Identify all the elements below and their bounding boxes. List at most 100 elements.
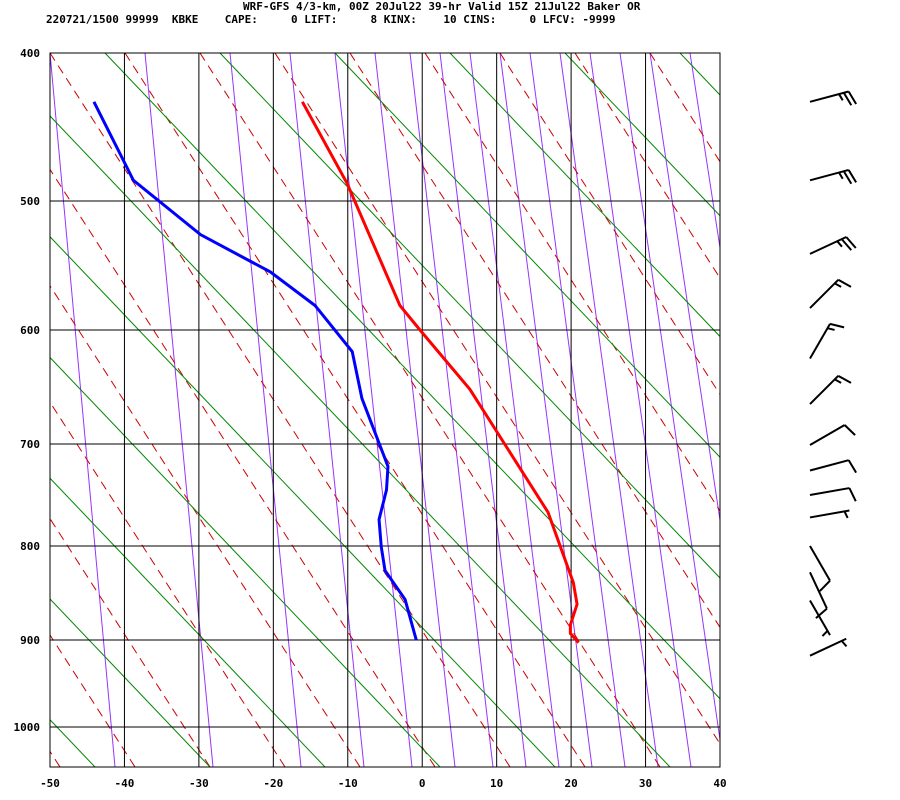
- barb-flag: [848, 487, 857, 502]
- barb-flag: [819, 579, 831, 592]
- wind-barb: [809, 278, 852, 309]
- mixing-ratio-line: [229, 53, 302, 767]
- mixing-ratio-line: [334, 53, 413, 767]
- barb-flag: [840, 238, 853, 251]
- barb-flag: [837, 374, 852, 384]
- barb-half: [836, 240, 843, 248]
- barb-half: [827, 327, 835, 331]
- moist-line: [50, 356, 441, 767]
- barb-flag: [847, 169, 857, 183]
- dry-adiabat-line: [50, 168, 436, 767]
- barb-flag: [847, 90, 857, 105]
- barb-shaft: [809, 236, 847, 255]
- x-tick-label: 10: [490, 777, 503, 790]
- x-tick-label: 40: [713, 777, 726, 790]
- dry-adiabat-line: [50, 284, 361, 767]
- y-tick-label: 500: [20, 195, 40, 208]
- barb-flag: [843, 424, 856, 436]
- barb-flag: [845, 236, 857, 249]
- barb-shaft: [809, 424, 846, 446]
- wind-barb: [809, 374, 852, 405]
- mixing-ratio-line: [559, 53, 659, 767]
- wind-barb: [809, 545, 831, 592]
- wind-barb: [809, 322, 845, 359]
- moist-line: [219, 53, 720, 579]
- mixing-ratio-line: [529, 53, 626, 767]
- moist-line: [449, 53, 720, 338]
- barb-flag: [829, 322, 845, 329]
- dry-adiabat-line: [274, 53, 720, 745]
- barb-shaft: [809, 279, 839, 309]
- plot-border: [49, 52, 721, 768]
- dewpoint-profile-line: [92, 101, 418, 641]
- barb-half: [840, 640, 848, 648]
- x-tick-label: -30: [189, 777, 209, 790]
- wind-barb: [809, 90, 857, 106]
- x-tick-label: 30: [639, 777, 652, 790]
- dry-adiabat-line: [50, 634, 136, 767]
- x-tick-label: -40: [115, 777, 135, 790]
- mixing-ratio-line: [469, 53, 560, 767]
- barb-shaft: [809, 375, 839, 405]
- wind-barb: [809, 509, 850, 519]
- barb-flag: [847, 459, 857, 474]
- y-tick-label: 600: [20, 324, 40, 337]
- barb-flag: [842, 92, 853, 106]
- barb-shaft: [809, 600, 831, 636]
- y-tick-label: 700: [20, 438, 40, 451]
- barb-flag: [837, 278, 852, 288]
- wind-barb: [809, 637, 848, 657]
- barb-shaft: [809, 509, 850, 519]
- moist-line: [50, 598, 211, 767]
- dry-adiabat-line: [50, 517, 211, 767]
- moist-line: [50, 236, 556, 767]
- sounding-stats: 220721/1500 99999 KBKE CAPE: 0 LIFT: 8 K…: [46, 13, 616, 26]
- barb-half: [843, 510, 849, 519]
- barb-shaft: [809, 459, 849, 472]
- barb-shaft: [809, 90, 849, 103]
- wind-barb: [809, 424, 856, 446]
- x-tick-label: -20: [263, 777, 283, 790]
- moist-line: [50, 719, 96, 767]
- barb-half: [834, 282, 842, 288]
- mixing-ratio-line: [50, 53, 116, 767]
- mixing-ratio-line: [409, 53, 494, 767]
- mixing-ratio-line: [589, 53, 692, 767]
- dry-adiabat-line: [574, 53, 720, 279]
- dry-adiabat-line: [50, 53, 511, 767]
- barb-shaft: [809, 168, 849, 182]
- moist-line: [50, 115, 671, 767]
- y-tick-label: 800: [20, 540, 40, 553]
- x-tick-label: 0: [419, 777, 426, 790]
- mixing-ratio-line: [499, 53, 593, 767]
- wind-barb: [809, 168, 857, 185]
- mixing-ratio-line: [374, 53, 456, 767]
- moist-line: [564, 53, 720, 217]
- mixing-ratio-line: [619, 53, 720, 744]
- barb-half: [821, 630, 829, 637]
- wind-barb: [809, 571, 828, 619]
- y-tick-label: 1000: [14, 721, 41, 734]
- background-lines: [50, 53, 720, 767]
- barb-half: [838, 172, 844, 180]
- dry-adiabat-line: [124, 53, 586, 767]
- barb-shaft: [809, 323, 831, 359]
- barb-shaft: [809, 487, 850, 496]
- mixing-ratio-line: [289, 53, 365, 767]
- mixing-ratio-line: [144, 53, 214, 767]
- dry-adiabat-line: [50, 401, 286, 767]
- moist-line: [50, 477, 326, 767]
- moist-line: [334, 53, 720, 458]
- mixing-ratio-line: [689, 53, 720, 252]
- moist-line: [679, 53, 720, 96]
- dry-adiabat-line: [649, 53, 720, 163]
- barb-flag: [842, 170, 853, 185]
- dry-adiabat-line: [50, 750, 61, 767]
- mixing-ratio-line: [649, 53, 720, 524]
- moist-line: [104, 53, 720, 700]
- wind-barb: [809, 236, 857, 255]
- wind-barb: [809, 459, 857, 474]
- x-tick-label: 20: [564, 777, 577, 790]
